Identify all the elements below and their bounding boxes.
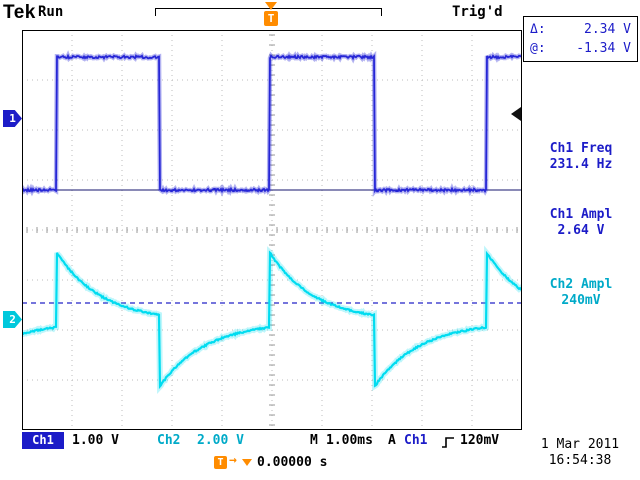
measurement-label: Ch1 Ampl bbox=[522, 207, 640, 223]
ch1-scale: 1.00 V bbox=[72, 433, 119, 448]
bracket-left-tick bbox=[155, 8, 156, 16]
measurement-label: Ch1 Freq bbox=[522, 141, 640, 157]
measurement-value: 240mV bbox=[522, 293, 640, 309]
measurement-value: 2.64 V bbox=[522, 223, 640, 239]
trigger-position-down-arrow-icon bbox=[242, 459, 252, 466]
date-display: 1 Mar 2011 bbox=[524, 437, 636, 452]
delta-label: Δ: bbox=[530, 20, 546, 39]
delta-readout: Δ: 2.34 V bbox=[530, 20, 631, 39]
ch1-reference-marker: 1 bbox=[3, 110, 22, 127]
at-label: @: bbox=[530, 39, 546, 58]
ch2-channel-label: Ch2 bbox=[157, 433, 180, 448]
rising-edge-icon bbox=[441, 434, 455, 453]
timebase-value: 1.00ms bbox=[326, 433, 373, 448]
trigger-status: Trig'd bbox=[452, 4, 503, 20]
timebase-label: M bbox=[310, 433, 318, 448]
graticule-display bbox=[22, 30, 522, 430]
trigger-level-value: 120mV bbox=[460, 433, 499, 448]
delta-value: 2.34 V bbox=[584, 20, 631, 39]
oscilloscope-screen: { "header": { "logo": "Tek", "acq_status… bbox=[0, 0, 640, 480]
trigger-position-value: 0.00000 s bbox=[257, 455, 327, 470]
measurement-label: Ch2 Ampl bbox=[522, 277, 640, 293]
trigger-position-t-badge: T bbox=[214, 456, 227, 469]
trigger-position-t-marker: T bbox=[264, 11, 278, 26]
ch2-reference-marker: 2 bbox=[3, 311, 22, 328]
trigger-source: Ch1 bbox=[404, 433, 427, 448]
ch1-channel-badge: Ch1 bbox=[22, 432, 64, 449]
tek-logo: Tek bbox=[3, 2, 36, 24]
measurement-ch1-ampl: Ch1 Ampl 2.64 V bbox=[522, 207, 640, 239]
trigger-position-arrow-icon bbox=[265, 2, 277, 10]
measurement-value: 231.4 Hz bbox=[522, 157, 640, 173]
cursor-readout-box: Δ: 2.34 V @: -1.34 V bbox=[523, 16, 638, 62]
measurement-ch1-freq: Ch1 Freq 231.4 Hz bbox=[522, 141, 640, 173]
time-display: 16:54:38 bbox=[524, 453, 636, 468]
acquisition-status: Run bbox=[38, 4, 63, 20]
measurement-ch2-ampl: Ch2 Ampl 240mV bbox=[522, 277, 640, 309]
at-value: -1.34 V bbox=[576, 39, 631, 58]
at-readout: @: -1.34 V bbox=[530, 39, 631, 58]
bracket-right-tick bbox=[381, 8, 382, 16]
ch2-scale: 2.00 V bbox=[197, 433, 244, 448]
trigger-level-arrow-icon bbox=[511, 107, 521, 121]
trigger-mode: A bbox=[388, 433, 396, 448]
trigger-position-right-arrow-icon: → bbox=[229, 453, 237, 468]
